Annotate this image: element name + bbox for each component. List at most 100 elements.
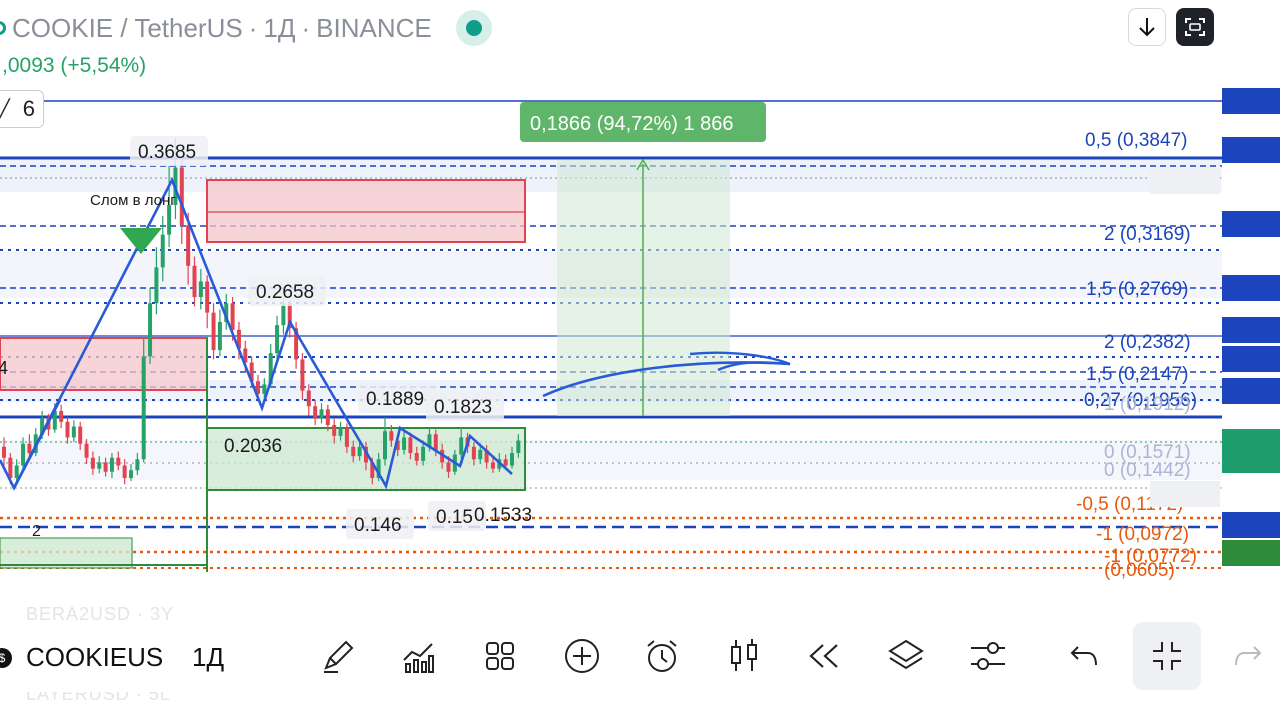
- symbol-selector[interactable]: $ COOKIEUS: [0, 642, 166, 673]
- layout-grid-icon: [486, 642, 514, 670]
- candle-body: [376, 459, 381, 478]
- point-label: 0.2658: [256, 282, 314, 303]
- candle-body: [484, 449, 489, 463]
- candle-body: [217, 322, 222, 351]
- drawings-count: 6: [22, 96, 35, 121]
- candle-body: [344, 428, 349, 447]
- candle-body: [332, 424, 337, 436]
- symbol-header[interactable]: COOKIE / TetherUS · 1Д · BINANCE: [0, 10, 492, 46]
- watchlist-ghost-row: BERA2USD · 3Y: [26, 604, 175, 624]
- candle-body: [319, 409, 324, 419]
- undo-button[interactable]: [1064, 636, 1104, 676]
- point-label: 0.1889: [366, 389, 424, 410]
- candle-body: [154, 267, 159, 304]
- fib-level-label: -1 (0,0972): [1096, 524, 1189, 545]
- candle-body: [224, 303, 229, 322]
- candle-body: [230, 303, 235, 330]
- price-tag-note-box: [1150, 481, 1220, 507]
- timeframe-selector[interactable]: 1Д: [192, 642, 225, 672]
- candle-body: [205, 281, 210, 313]
- fib-level-label: 0,27 (0,1956): [1084, 390, 1197, 411]
- redo-icon: [1235, 646, 1262, 666]
- price-tag: [1222, 88, 1280, 114]
- fib-level-label: 1,5 (0,2147): [1086, 364, 1188, 385]
- support-zone: [0, 537, 133, 569]
- candle-body: [256, 381, 260, 394]
- layers-button[interactable]: [886, 636, 926, 676]
- forecast-arrow: [689, 351, 791, 372]
- candle-body: [198, 281, 203, 298]
- candle-body: [402, 437, 407, 450]
- point-label-box: [130, 136, 208, 166]
- cut-label: 2: [32, 523, 41, 540]
- layout-button[interactable]: [480, 636, 520, 676]
- candle-body: [97, 462, 102, 469]
- price-tag: [1222, 512, 1280, 538]
- candle-body: [389, 431, 394, 441]
- candle-body: [243, 348, 248, 363]
- price-tag: [1222, 429, 1280, 473]
- chart-type-button[interactable]: [724, 636, 764, 676]
- candle-body: [325, 409, 330, 425]
- indicators-button[interactable]: [398, 636, 438, 676]
- measure-arrow-head: [636, 158, 650, 171]
- candle-body: [122, 465, 127, 478]
- candle-body: [262, 384, 267, 394]
- candles-icon: [731, 639, 757, 671]
- candle-body: [408, 437, 413, 454]
- point-label-box: [428, 501, 486, 531]
- header-separator: ·: [301, 12, 311, 43]
- candle-body: [2, 446, 6, 458]
- candle-body: [71, 426, 76, 438]
- symbol-title: COOKIE / TetherUS: [12, 12, 243, 43]
- candle-body: [421, 446, 426, 461]
- candle-body: [287, 303, 292, 329]
- fib-level-label: -1 (0,0772): [1104, 546, 1197, 567]
- alert-button[interactable]: [642, 636, 682, 676]
- price-tag: [1222, 540, 1280, 566]
- candle-body: [370, 462, 375, 478]
- redo-button[interactable]: [1228, 636, 1268, 676]
- candle-body: [84, 443, 89, 458]
- candle-body: [446, 462, 451, 472]
- header-separator: ·: [248, 12, 258, 43]
- price-tag-note-box: [1150, 168, 1220, 194]
- point-label: 0.1823: [434, 397, 492, 418]
- cut-label: 4: [0, 358, 8, 378]
- status-ring-icon: [0, 21, 6, 35]
- fib-level-label: 0,5 (0,3847): [1085, 130, 1187, 151]
- candle-body: [490, 462, 495, 469]
- pattern-zigzag: [12, 176, 513, 490]
- price-tag: [1222, 346, 1280, 372]
- fullscreen-button[interactable]: [1176, 8, 1214, 46]
- point-label: 0.146: [354, 515, 402, 536]
- add-icon: [565, 639, 599, 673]
- candle-body: [179, 167, 184, 226]
- fib-level-label: 2 (0,2382): [1104, 332, 1191, 353]
- replay-button[interactable]: [804, 636, 844, 676]
- time-axis: [0, 580, 1280, 620]
- drawings-toggle[interactable]: ╱ 6: [0, 90, 44, 128]
- interval-label: 1Д: [263, 12, 296, 43]
- candle-body: [21, 443, 26, 466]
- fullscreen-exit-button[interactable]: [1133, 622, 1201, 690]
- market-status-icon[interactable]: [455, 10, 492, 46]
- candle-body: [65, 421, 70, 438]
- settings-button[interactable]: [968, 636, 1008, 676]
- measure-label-box: [520, 102, 766, 142]
- candle-body: [8, 457, 13, 478]
- candle-body: [268, 353, 273, 385]
- candle-body: [395, 440, 400, 450]
- price-tag: [1222, 378, 1280, 404]
- pen-tool-button[interactable]: [318, 636, 358, 676]
- candle-body: [141, 356, 146, 460]
- long-signal-triangle: [120, 228, 162, 254]
- layers-icon: [888, 639, 924, 670]
- undo-icon: [1070, 646, 1097, 666]
- point-label-box: [358, 383, 436, 413]
- add-button[interactable]: [562, 636, 602, 676]
- download-button[interactable]: [1128, 8, 1166, 46]
- candle-body: [103, 462, 108, 472]
- candle-body: [78, 426, 83, 444]
